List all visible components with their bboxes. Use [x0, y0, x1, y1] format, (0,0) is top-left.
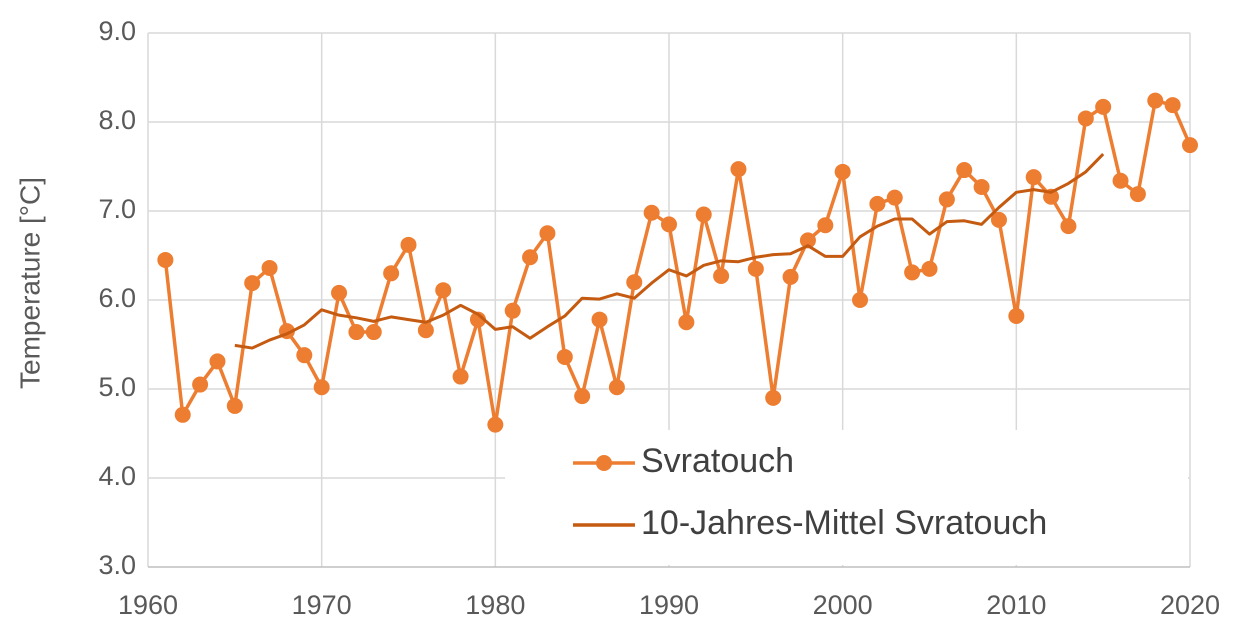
y-tick-label: 3.0 [98, 550, 136, 580]
data-point [192, 376, 209, 393]
data-point [817, 217, 834, 234]
data-point [1129, 186, 1146, 203]
data-point [990, 211, 1007, 228]
data-point [626, 274, 643, 291]
series-line [234, 152, 1105, 350]
data-point [209, 353, 226, 370]
data-point [1095, 98, 1112, 115]
data-point [938, 191, 955, 208]
data-point [799, 232, 816, 249]
data-point [504, 302, 521, 319]
data-point [261, 259, 278, 276]
x-tick-label: 1960 [118, 590, 178, 620]
data-point [1025, 169, 1042, 186]
data-point [1147, 92, 1164, 109]
data-point [435, 282, 452, 299]
legend-label: 10-Jahres-Mittel Svratouch [641, 504, 1047, 542]
data-point [226, 397, 243, 414]
data-point [921, 260, 938, 277]
data-point [852, 292, 869, 308]
data-point [1164, 97, 1181, 114]
data-point [365, 324, 382, 341]
data-point [782, 268, 799, 285]
x-tick-label: 2010 [986, 590, 1046, 620]
data-point [747, 260, 764, 277]
data-point [1060, 218, 1077, 235]
data-point [417, 322, 434, 339]
data-point [1077, 110, 1094, 127]
data-point [348, 324, 365, 341]
data-point [469, 311, 486, 328]
data-point [608, 379, 625, 396]
data-point [1112, 172, 1129, 189]
data-point [313, 379, 330, 396]
x-tick-label: 2000 [813, 590, 873, 620]
data-point [539, 225, 556, 242]
data-point [904, 264, 921, 281]
data-point [765, 389, 782, 406]
data-point [331, 284, 348, 301]
data-point [157, 251, 174, 268]
x-tick-label: 1990 [639, 590, 699, 620]
x-tick-label: 2020 [1160, 590, 1220, 620]
data-point [574, 388, 591, 405]
data-point [1008, 308, 1025, 325]
x-tick-label: 1980 [465, 590, 525, 620]
legend-marker [596, 455, 612, 471]
x-tick-label: 1970 [292, 590, 352, 620]
data-point [591, 311, 608, 328]
data-point [556, 348, 573, 365]
y-tick-label: 6.0 [98, 283, 136, 313]
data-point [522, 249, 539, 266]
y-tick-label: 9.0 [98, 16, 136, 46]
data-point [383, 265, 400, 282]
data-point [834, 163, 851, 180]
y-tick-label: 5.0 [98, 372, 136, 402]
data-point [174, 406, 191, 423]
y-tick-label: 4.0 [98, 461, 136, 491]
series-line [163, 98, 1192, 427]
data-point [973, 178, 990, 195]
data-point [730, 161, 747, 178]
data-point [452, 368, 469, 385]
data-point [1182, 137, 1198, 154]
y-tick-label: 7.0 [98, 194, 136, 224]
legend-label: Svratouch [641, 442, 794, 480]
data-point [661, 216, 677, 233]
data-point [643, 204, 660, 221]
data-point [695, 206, 712, 223]
data-point [713, 267, 730, 284]
data-point [244, 275, 261, 292]
data-point [956, 162, 973, 179]
data-point [487, 416, 504, 433]
legend-box [505, 430, 1188, 565]
data-point [400, 236, 417, 253]
data-point [296, 347, 313, 364]
data-point [869, 195, 886, 212]
y-axis-label: Temperature [°C] [14, 177, 45, 389]
y-tick-label: 8.0 [98, 105, 136, 135]
data-point [678, 314, 695, 331]
data-point [886, 189, 903, 206]
